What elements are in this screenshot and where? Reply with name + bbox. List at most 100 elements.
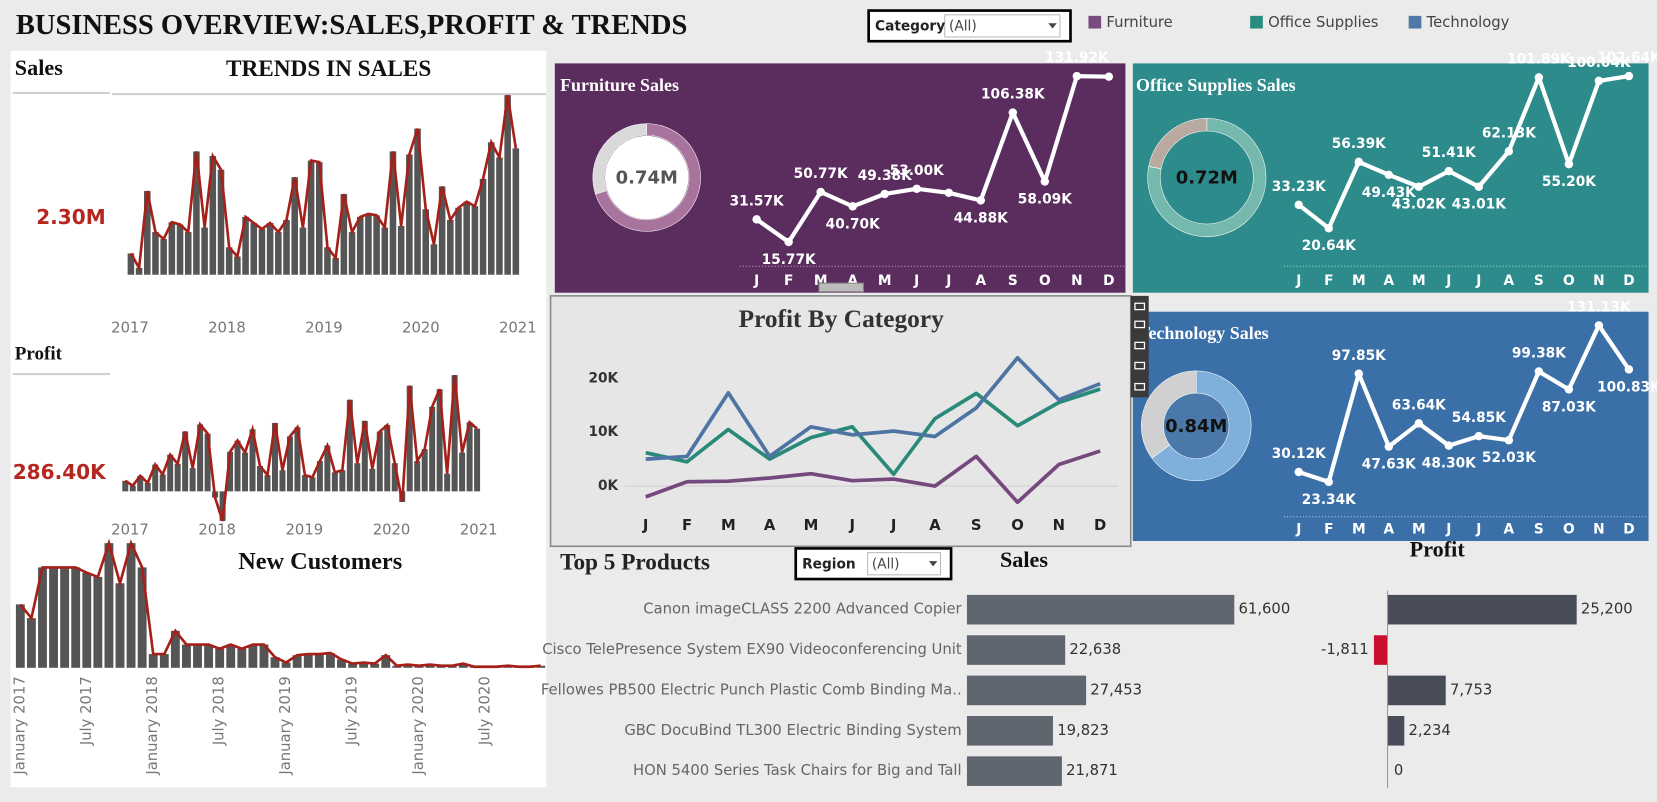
x-tick-label: M [721,517,736,534]
point [1008,108,1018,117]
value-label: 53.00K [890,163,945,179]
bar [425,664,435,668]
x-tick-label: A [1504,273,1515,289]
dropdown-arrow[interactable] [928,561,938,567]
legend-swatch [1250,15,1263,29]
bar [291,177,298,275]
toolbar-icon[interactable] [1134,302,1146,311]
toolbar-icon[interactable] [1134,382,1146,391]
value-label: 23.34K [1302,492,1357,508]
bar [82,572,92,668]
sales-line [755,73,1109,245]
bar [324,445,331,492]
value-label: 101.89K [1507,52,1572,68]
point [1072,71,1082,81]
bar [184,232,192,275]
bar [159,474,166,492]
point [912,184,921,194]
bar [168,222,176,275]
value-label: 62.13K [1482,125,1537,141]
x-tick-label: D [1094,517,1106,534]
toolbar-icon[interactable] [1134,361,1146,370]
bar [1387,675,1446,706]
bar [219,491,226,521]
resize-handle [818,282,864,293]
panel-title: Technology Sales [1138,323,1269,343]
bar [71,567,81,668]
product-name: HON 5400 Series Task Chairs for Big and … [633,762,962,779]
x-tick-label: J [1295,521,1301,537]
value-label: 22,638 [1069,641,1121,658]
x-tick-label: July 2020 [476,676,493,746]
x-tick-label: J [1445,273,1451,289]
bar [104,543,114,668]
bar [458,663,468,668]
bar [201,227,208,275]
x-tick-label: A [764,517,776,534]
point [1324,477,1333,487]
value-label: 100.04K [1567,55,1632,71]
value-label: 43.02K [1392,197,1447,213]
point [1594,321,1604,330]
bar [26,618,36,668]
bar [421,449,428,492]
bar [115,583,125,668]
bar [324,247,331,275]
bar [126,543,136,668]
bar [226,644,236,668]
x-tick-label: N [1053,517,1065,534]
value-label: 52.03K [1482,450,1537,466]
bar [348,232,356,275]
toolbar-icon[interactable] [1134,320,1146,329]
product-name: Cisco TelePresence System EX90 Videoconf… [542,641,962,658]
bar [174,463,181,492]
bar [160,238,167,275]
point [944,188,953,198]
x-tick-label: 2018 [198,521,236,538]
point [1294,200,1303,210]
series-line [645,387,1101,477]
bar [438,186,446,275]
filter-input[interactable] [867,552,942,576]
point [1444,166,1454,176]
value-label: 19,823 [1057,722,1109,739]
filter-input[interactable] [944,14,1061,38]
point [1354,369,1364,378]
point [1564,159,1574,169]
bar [406,385,413,492]
series-line [645,355,1101,461]
bar [137,475,144,492]
value-label: 99.38K [1512,346,1567,362]
bar [444,473,451,492]
bar [359,662,369,668]
x-tick-label: M [878,273,892,289]
x-tick-label: 2021 [499,320,537,337]
bar [135,267,143,275]
value-label: 58.09K [1018,191,1073,207]
point [1384,442,1394,451]
bar [391,463,398,492]
x-tick-label: 2019 [305,320,343,337]
bar [266,222,274,275]
donut-segment [1151,370,1252,481]
bar [340,194,348,275]
toolbar-icon[interactable] [1134,341,1146,350]
bar [447,219,454,275]
bar [346,399,353,492]
value-label: 131.92K [1045,50,1110,66]
bar [1387,715,1405,746]
x-tick-label: 2019 [286,521,324,538]
x-tick-label: J [849,517,856,534]
bar [414,128,421,275]
value-label: 54.85K [1452,410,1507,426]
trend-line [19,538,541,669]
point [1534,367,1544,376]
value-label: 40.70K [826,216,881,232]
bar [471,206,479,275]
point [1104,72,1114,81]
point [1444,441,1454,450]
bar [227,451,234,492]
bar [93,576,103,668]
dropdown-arrow[interactable] [1048,23,1057,29]
x-tick-label: 2017 [111,320,149,337]
